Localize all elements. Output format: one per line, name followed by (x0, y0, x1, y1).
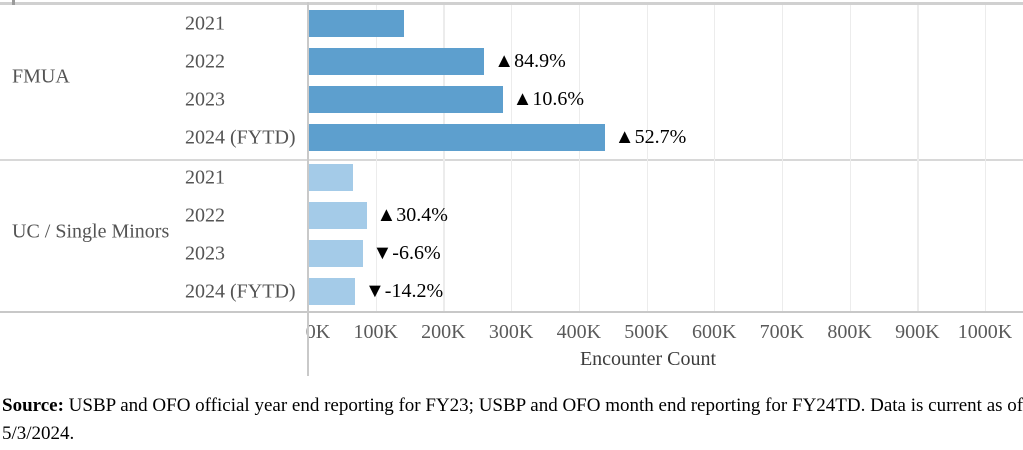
change-label: ▲30.4% (376, 204, 448, 226)
x-tick-label: 0K (305, 321, 331, 343)
encounter-bar[interactable] (309, 278, 355, 305)
y-axis-line (306, 2, 309, 376)
year-label: 2021 (185, 12, 225, 34)
group-label-fmua: FMUA (12, 65, 70, 88)
bar-row: 2021 (0, 164, 1023, 191)
source-text: USBP and OFO official year end reporting… (63, 395, 1023, 416)
x-tick-label: 200K (421, 321, 466, 343)
year-label: 2021 (185, 166, 225, 188)
x-axis-title: Encounter Count (579, 348, 717, 370)
gridline (578, 5, 581, 311)
bar-row: 2024 (FYTD) ▼-14.2% (0, 278, 1023, 305)
x-tick-label: 500K (624, 321, 669, 343)
encounter-bar[interactable] (309, 164, 353, 191)
x-tick-label: 600K (691, 321, 737, 343)
gridline (443, 5, 445, 311)
gridline (781, 5, 784, 311)
plot-area: FMUA UC / Single Minors 2021 2022 ▲84.9%… (0, 0, 1023, 376)
x-tick-label: 1000K (957, 321, 1013, 343)
bar-row: 2023 ▼-6.6% (0, 240, 1023, 267)
year-label: 2024 (FYTD) (185, 126, 296, 148)
year-label: 2024 (FYTD) (185, 280, 296, 302)
source-note-line1: Source: USBP and OFO official year end r… (2, 395, 1023, 417)
x-tick-label: 900K (895, 321, 940, 343)
top-left-tick (12, 0, 15, 5)
gridline (985, 5, 987, 311)
x-tick-label: 700K (759, 321, 805, 343)
x-tick-label: 800K (827, 321, 872, 343)
chart-bottom-border (0, 311, 1023, 313)
change-label: ▲84.9% (494, 50, 566, 72)
bar-row: 2023 ▲10.6% (0, 86, 1023, 113)
change-label: ▼-6.6% (372, 242, 441, 264)
x-tick-label: 300K (488, 321, 534, 343)
encounter-bar[interactable] (309, 124, 605, 151)
gridline (375, 5, 377, 311)
x-tick-label: 400K (556, 321, 602, 343)
change-label: ▼-14.2% (365, 280, 444, 302)
encounter-bar[interactable] (309, 10, 404, 37)
source-note-line2: 5/3/2024. (2, 423, 75, 444)
encounter-bar[interactable] (309, 202, 367, 229)
source-label: Source: (2, 395, 64, 416)
gridline (646, 5, 648, 311)
gridline (511, 5, 513, 311)
bar-row: 2022 ▲84.9% (0, 48, 1023, 75)
encounter-bar[interactable] (309, 86, 503, 113)
gridline (917, 5, 919, 311)
chart-top-border (0, 2, 1023, 5)
year-label: 2023 (185, 242, 225, 264)
change-label: ▲52.7% (614, 126, 687, 148)
bar-row: 2022 ▲30.4% (0, 202, 1023, 229)
x-axis-ticks: 0K 100K 200K 300K 400K 500K 600K 700K 800K 900K 10… (0, 321, 1023, 343)
encounter-bar[interactable] (309, 240, 363, 267)
year-label: 2022 (185, 50, 225, 72)
bar-row: 2021 (0, 10, 1023, 37)
gridline (849, 5, 851, 311)
x-tick-label: 100K (353, 321, 398, 343)
year-label: 2022 (185, 204, 225, 226)
bar-row: 2024 (FYTD) ▲52.7% (0, 124, 1023, 151)
gridline (714, 5, 716, 311)
year-label: 2023 (185, 88, 225, 110)
encounter-bar[interactable] (309, 48, 485, 75)
group-label-uc-single-minors: UC / Single Minors (12, 220, 170, 243)
change-label: ▲10.6% (512, 88, 585, 110)
